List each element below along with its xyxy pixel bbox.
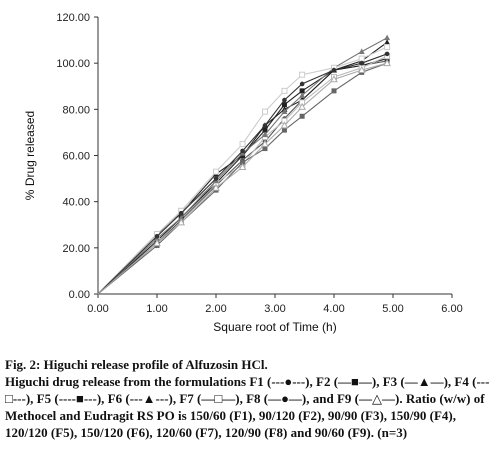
data-point bbox=[261, 131, 268, 138]
x-tick-label: 0.00 bbox=[87, 303, 108, 315]
data-point bbox=[177, 218, 186, 226]
data-point bbox=[298, 102, 306, 110]
caption-body: Higuchi drug release from the formulatio… bbox=[5, 374, 490, 440]
data-point bbox=[240, 148, 245, 154]
data-point bbox=[331, 67, 337, 73]
data-point bbox=[281, 87, 288, 94]
data-point bbox=[299, 81, 305, 87]
y-tick-label: 40.00 bbox=[62, 197, 90, 209]
data-point bbox=[384, 51, 390, 57]
series-layer bbox=[97, 34, 391, 295]
axes bbox=[97, 17, 452, 295]
ticks: 0.00 1.00 2.00 3.00 4.00 5.00 6.00 0.00 20.00 40.… bbox=[56, 12, 462, 315]
data-point bbox=[281, 108, 288, 115]
data-point bbox=[262, 127, 268, 133]
x-tick-label: 2.00 bbox=[205, 303, 226, 315]
higuchi-chart: 0.00 1.00 2.00 3.00 4.00 5.00 6.00 0.00 20.00 40.… bbox=[23, 12, 463, 334]
series-f8 bbox=[97, 51, 390, 295]
data-point bbox=[359, 60, 365, 66]
data-point bbox=[358, 48, 365, 55]
data-point bbox=[178, 210, 184, 216]
data-point bbox=[384, 39, 391, 45]
y-tick-label: 80.00 bbox=[62, 104, 90, 116]
data-point bbox=[212, 183, 220, 191]
chart-area: 0.00 1.00 2.00 3.00 4.00 5.00 6.00 0.00 20.00 40.… bbox=[23, 12, 463, 334]
data-point bbox=[281, 102, 287, 108]
figure-title: Higuchi release profile of Alfuzosin HCl… bbox=[43, 357, 268, 372]
y-tick-label: 60.00 bbox=[62, 151, 90, 163]
data-point bbox=[262, 146, 268, 152]
data-point bbox=[299, 71, 306, 78]
x-tick-label: 1.00 bbox=[146, 303, 167, 315]
data-point bbox=[331, 88, 337, 94]
y-tick-label: 100.00 bbox=[56, 58, 90, 70]
data-point bbox=[261, 139, 269, 147]
y-tick-label: 0.00 bbox=[69, 289, 90, 301]
data-point bbox=[239, 140, 246, 147]
data-point bbox=[238, 162, 247, 170]
series-line-f5 bbox=[97, 62, 388, 295]
data-point bbox=[299, 88, 305, 94]
x-tick-label: 3.00 bbox=[264, 303, 285, 315]
x-tick-label: 5.00 bbox=[382, 303, 403, 315]
figure-caption: Fig. 2: Higuchi release profile of Alfuz… bbox=[5, 356, 497, 441]
data-point bbox=[153, 238, 161, 247]
series-f9 bbox=[97, 58, 391, 295]
data-point bbox=[213, 168, 219, 175]
data-point bbox=[299, 92, 306, 98]
data-point bbox=[383, 58, 391, 67]
data-point bbox=[262, 123, 268, 128]
x-tick-label: 6.00 bbox=[441, 303, 462, 315]
data-point bbox=[299, 113, 305, 119]
series-line-f9 bbox=[97, 62, 388, 295]
data-point bbox=[358, 55, 365, 62]
data-point bbox=[282, 97, 287, 103]
data-point bbox=[281, 127, 287, 133]
caption-heading: Fig. 2: Higuchi release profile of Alfuz… bbox=[5, 356, 497, 373]
data-point bbox=[178, 214, 185, 221]
data-point bbox=[384, 44, 391, 51]
data-point bbox=[280, 121, 289, 129]
x-tick-label: 4.00 bbox=[323, 303, 344, 315]
y-axis-label: % Drug released bbox=[23, 111, 37, 200]
y-tick-label: 20.00 bbox=[62, 243, 90, 255]
series-f7 bbox=[97, 44, 391, 295]
x-axis-label: Square root of Time (h) bbox=[213, 320, 336, 334]
data-point bbox=[261, 108, 268, 115]
data-point bbox=[357, 65, 366, 73]
figure-number: Fig. 2: bbox=[5, 357, 41, 372]
data-point bbox=[384, 34, 391, 41]
y-tick-label: 120.00 bbox=[56, 12, 90, 24]
series-f5 bbox=[97, 60, 390, 295]
data-point bbox=[154, 233, 160, 239]
data-point bbox=[330, 75, 338, 83]
data-point bbox=[213, 176, 219, 181]
data-point bbox=[240, 159, 246, 165]
